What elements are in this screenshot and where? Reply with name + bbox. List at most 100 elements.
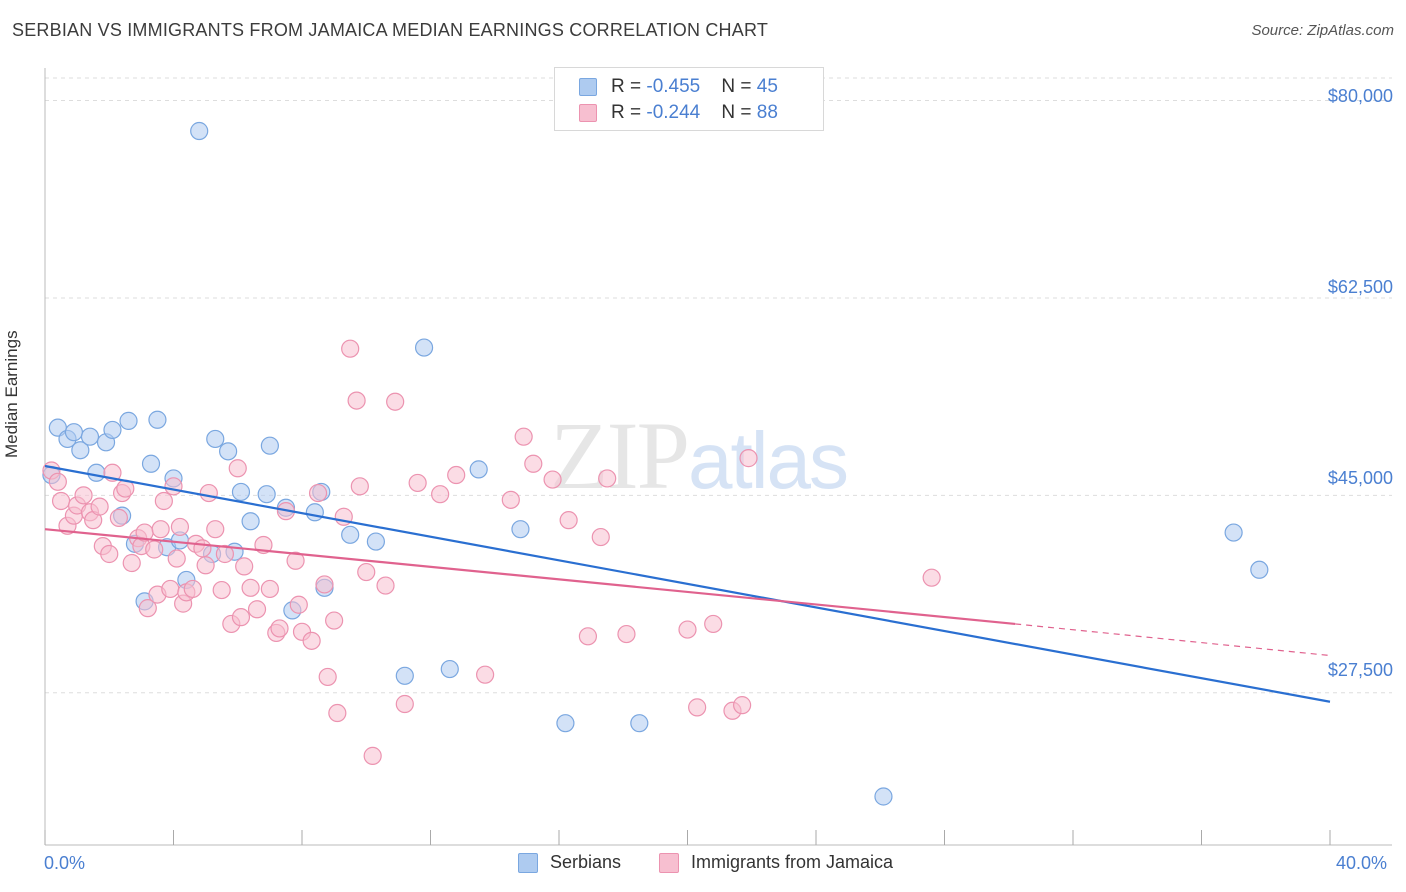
n-value: 45 [756, 76, 778, 97]
serbians-point [366, 532, 385, 551]
jamaica-swatch [659, 853, 679, 873]
serbians-point [395, 666, 414, 685]
serbians-point [1250, 560, 1269, 579]
jamaica-point [341, 339, 360, 358]
jamaica-point [363, 746, 382, 765]
serbians-point [305, 503, 324, 522]
serbians-swatch [518, 853, 538, 873]
jamaica-point [51, 491, 71, 511]
y-tick-label: $62,500 [1327, 277, 1393, 297]
jamaica-point [170, 517, 190, 537]
jamaica-point [688, 698, 707, 717]
jamaica-point [395, 694, 414, 714]
jamaica-point [591, 527, 610, 547]
jamaica-trendline [44, 528, 1016, 626]
y-axis-label: Median Earnings [2, 330, 21, 458]
jamaica-point [386, 392, 405, 411]
serbians-point [630, 714, 649, 733]
jamaica-point [145, 540, 164, 559]
jamaica-point [431, 485, 450, 504]
jamaica-point [228, 459, 247, 478]
jamaica-point [302, 631, 321, 650]
watermark-zip: ZIP [550, 402, 690, 509]
legend-label: Immigrants from Jamaica [691, 852, 894, 872]
jamaica-point [196, 556, 215, 575]
jamaica-point [109, 508, 128, 527]
chart-title: SERBIAN VS IMMIGRANTS FROM JAMAICA MEDIA… [12, 20, 769, 40]
serbians-point [231, 482, 251, 502]
n-value: 88 [756, 102, 778, 123]
jamaica-point [90, 497, 109, 516]
jamaica-point [543, 470, 562, 489]
jamaica-point [100, 544, 119, 564]
jamaica-point [260, 579, 279, 599]
jamaica-point [408, 473, 427, 493]
jamaica-point [235, 557, 254, 576]
jamaica-point [215, 544, 234, 564]
jamaica-point [286, 551, 305, 570]
legend-label: Serbians [550, 852, 622, 872]
serbians-point [241, 512, 260, 531]
y-tick-label: $45,000 [1327, 468, 1393, 488]
jamaica-point [514, 427, 533, 446]
serbians-point [148, 410, 167, 429]
y-tick-label: $27,500 [1327, 660, 1393, 680]
jamaica-point [193, 539, 212, 558]
jamaica-point [164, 477, 183, 496]
jamaica-point [122, 553, 141, 573]
jamaica-point [270, 619, 289, 638]
watermark: ZIPatlas [550, 400, 849, 511]
jamaica-point [183, 579, 202, 599]
serbians-point [511, 520, 530, 539]
x-tick-label-right: 40.0% [1336, 853, 1388, 873]
jamaica-point [206, 520, 225, 539]
jamaica-point [476, 665, 495, 684]
jamaica-point [167, 549, 186, 568]
jamaica-point [559, 511, 578, 530]
jamaica-swatch [579, 104, 597, 122]
jamaica-point [199, 483, 218, 503]
serbians-point [87, 463, 106, 482]
r-value: -0.455 [646, 76, 701, 97]
jamaica-point [578, 627, 598, 646]
jamaica-point [247, 600, 267, 619]
r-value: -0.244 [646, 102, 701, 123]
serbians-point [341, 525, 360, 544]
serbians-point [257, 485, 276, 504]
jamaica-point [617, 624, 636, 644]
watermark-atlas: atlas [688, 416, 849, 505]
jamaica-point [739, 449, 758, 468]
serbians-point [64, 423, 84, 442]
jamaica-point [151, 520, 170, 539]
serbians-point [874, 787, 893, 806]
legend-text: R = -0.244 N = 88 [611, 102, 778, 123]
serbians-point [206, 429, 225, 449]
legend-text: R = -0.455 N = 45 [611, 76, 778, 97]
jamaica-point [678, 620, 697, 639]
serbians-point [119, 411, 138, 430]
serbians-point [190, 121, 209, 141]
jamaica-point [447, 465, 466, 485]
y-tick-label: $80,000 [1327, 86, 1393, 106]
source-label: Source: ZipAtlas.com [1251, 22, 1394, 39]
jamaica-point [922, 568, 941, 587]
jamaica-point [325, 611, 344, 630]
serbians-point [141, 454, 161, 473]
jamaica-point [315, 575, 334, 594]
jamaica-point [241, 578, 260, 597]
jamaica-point [524, 454, 543, 473]
serbians-trendline [44, 464, 1331, 703]
jamaica-point [501, 490, 520, 509]
serbians-point [440, 659, 459, 679]
jamaica-trendline-extension [1015, 623, 1331, 657]
jamaica-point [733, 696, 752, 715]
serbians-point [556, 714, 575, 733]
jamaica-point [212, 580, 231, 600]
jamaica-point [357, 562, 376, 582]
jamaica-point [154, 491, 173, 511]
serbians-point [414, 338, 434, 357]
jamaica-point [74, 486, 93, 505]
jamaica-point [231, 608, 251, 627]
jamaica-point [289, 595, 308, 614]
